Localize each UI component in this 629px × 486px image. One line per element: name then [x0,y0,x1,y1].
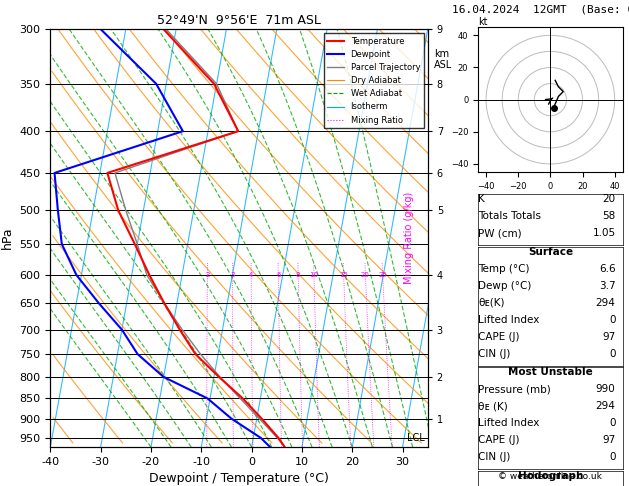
Text: 0: 0 [609,418,615,429]
Text: 0: 0 [609,349,615,359]
Text: 6.6: 6.6 [599,264,615,274]
Text: K: K [478,194,485,205]
Text: 3.7: 3.7 [599,281,615,291]
Text: 1.05: 1.05 [593,228,615,239]
Text: 990: 990 [596,384,615,395]
Text: 6: 6 [276,272,281,278]
Text: 16.04.2024  12GMT  (Base: 06): 16.04.2024 12GMT (Base: 06) [452,5,629,15]
Y-axis label: hPa: hPa [1,227,14,249]
Text: Lifted Index: Lifted Index [478,315,540,325]
Text: Dewp (°C): Dewp (°C) [478,281,532,291]
Legend: Temperature, Dewpoint, Parcel Trajectory, Dry Adiabat, Wet Adiabat, Isotherm, Mi: Temperature, Dewpoint, Parcel Trajectory… [324,34,423,128]
Title: 52°49'N  9°56'E  71m ASL: 52°49'N 9°56'E 71m ASL [157,14,321,27]
Text: θᴇ(K): θᴇ(K) [478,298,504,308]
Text: 20: 20 [361,272,370,278]
Text: Most Unstable: Most Unstable [508,367,593,378]
Text: 20: 20 [603,194,615,205]
Text: Lifted Index: Lifted Index [478,418,540,429]
Text: 97: 97 [602,435,615,446]
Text: km
ASL: km ASL [434,49,452,70]
Text: PW (cm): PW (cm) [478,228,521,239]
Text: LCL: LCL [408,433,425,443]
Text: CAPE (J): CAPE (J) [478,435,520,446]
Text: CIN (J): CIN (J) [478,452,510,463]
Text: θᴇ (K): θᴇ (K) [478,401,508,412]
Text: 0: 0 [609,315,615,325]
Text: 58: 58 [602,211,615,222]
Text: Pressure (mb): Pressure (mb) [478,384,551,395]
Text: 25: 25 [378,272,387,278]
Text: Surface: Surface [528,247,573,257]
Text: 15: 15 [339,272,348,278]
Text: 3: 3 [230,272,235,278]
Text: © weatheronline.co.uk: © weatheronline.co.uk [498,472,603,481]
Text: CIN (J): CIN (J) [478,349,510,359]
Text: Totals Totals: Totals Totals [478,211,541,222]
Text: 2: 2 [205,272,209,278]
Text: Hodograph: Hodograph [518,471,583,481]
Text: kt: kt [478,17,487,27]
Text: 97: 97 [602,332,615,342]
Text: Mixing Ratio (g/kg): Mixing Ratio (g/kg) [404,192,414,284]
Text: 294: 294 [596,401,615,412]
X-axis label: Dewpoint / Temperature (°C): Dewpoint / Temperature (°C) [149,472,329,486]
Text: 4: 4 [249,272,253,278]
Text: Temp (°C): Temp (°C) [478,264,530,274]
Text: CAPE (J): CAPE (J) [478,332,520,342]
Text: 8: 8 [296,272,301,278]
Text: 0: 0 [609,452,615,463]
Text: 10: 10 [309,272,318,278]
Text: 294: 294 [596,298,615,308]
